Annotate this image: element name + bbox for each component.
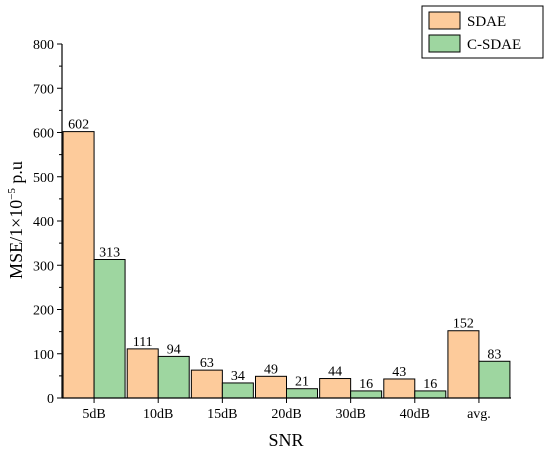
data-label: 44 [328,365,342,380]
y-axis-title: MSE/1×10−5 p.u [6,161,26,279]
y-tick-label: 800 [33,38,54,53]
legend-label: SDAE [467,14,506,30]
x-tick-label: 20dB [271,407,301,422]
bar [221,382,254,399]
legend-label: C-SDAE [467,37,521,53]
y-axis-title-exponent: −5 [6,188,18,200]
data-label: 43 [392,365,406,380]
x-tick-label: 30dB [335,407,365,422]
y-tick-label: 100 [33,348,54,363]
data-label: 94 [167,342,181,357]
x-axis-title: SNR [268,430,303,450]
bar [190,369,223,399]
data-label: 63 [200,356,214,371]
bar [286,388,318,399]
y-axis-title-unit: p.u [6,161,26,188]
data-label: 34 [231,369,245,384]
legend: SDAE C-SDAE [421,5,544,59]
y-axis-title-main: MSE/1×10 [6,200,26,279]
data-label: 111 [133,335,153,350]
y-tick-label: 200 [33,304,54,319]
y-tick-label: 0 [47,392,54,407]
y-tick-label: 700 [33,82,54,97]
data-label: 602 [68,118,89,133]
x-tick-label: 15dB [207,407,237,422]
bar [447,330,480,399]
x-tick-label: 5dB [82,407,105,422]
x-tick-label: avg. [467,407,491,422]
data-label: 83 [487,347,501,362]
bar [414,390,447,399]
data-label: 49 [264,362,278,377]
bar [319,378,352,399]
x-tick-label: 10dB [143,407,173,422]
bar [62,131,95,399]
data-label: 21 [295,375,309,390]
axes: 0 100 200 300 400 500 600 700 800 5dB 10dB 15dB 20dB… [33,38,511,422]
data-label: 313 [99,245,120,260]
data-label: 16 [423,377,437,392]
bar [478,360,511,399]
bar [350,390,383,399]
bar [255,375,287,399]
y-tick-label: 400 [33,215,54,230]
data-label: 16 [359,377,373,392]
bar [93,258,126,399]
legend-swatch [428,11,461,30]
x-tick-label: 40dB [400,407,430,422]
y-tick-label: 300 [33,259,54,274]
plot-area: 602 313 111 94 63 34 49 21 44 16 43 16 152 83 [62,118,511,399]
bar [126,348,159,399]
legend-swatch [428,34,461,53]
y-tick-label: 600 [33,127,54,142]
y-tick-label: 500 [33,171,54,186]
bar [383,378,416,399]
bar [157,355,190,399]
data-label: 152 [453,317,474,332]
